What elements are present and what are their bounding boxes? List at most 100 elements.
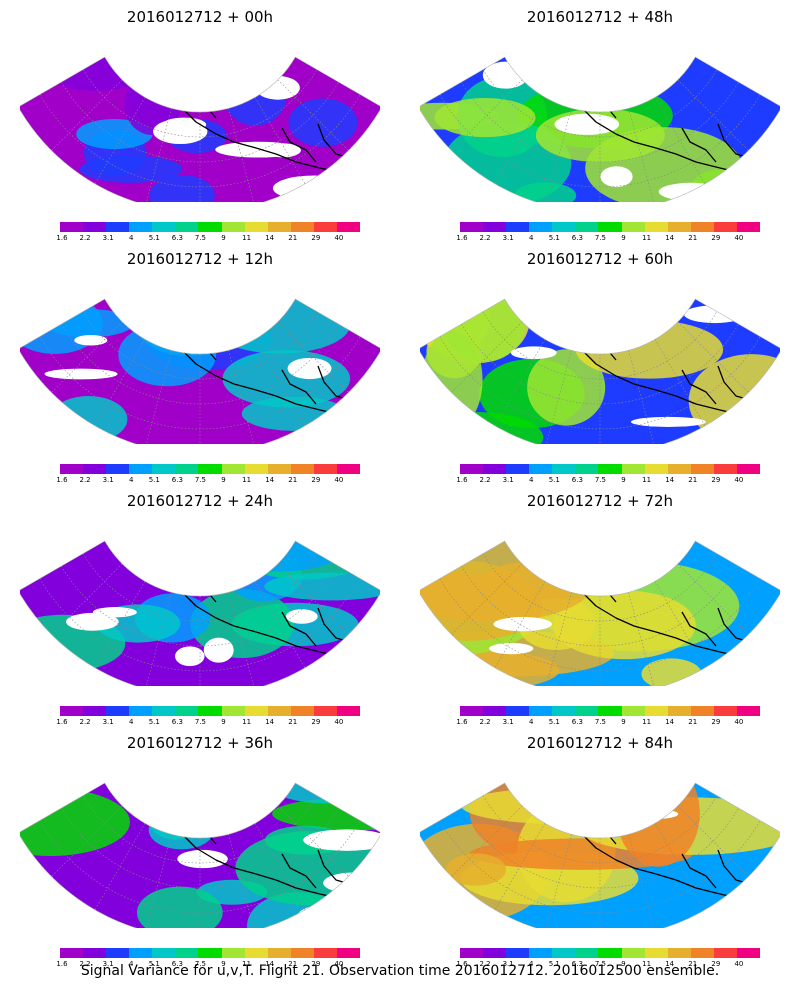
colorbar-swatch: [598, 948, 622, 958]
colorbar-tick-label: 5.1: [548, 476, 560, 484]
colorbar-swatch: [552, 222, 576, 232]
colorbar-swatch: [198, 464, 222, 474]
colorbar-swatch: [198, 222, 222, 232]
colorbar-tick-label: 11: [242, 234, 252, 242]
colorbar-swatch: [83, 948, 107, 958]
variance-blob: [446, 853, 507, 886]
colorbar-swatch: [621, 222, 645, 232]
colorbar-tick-label: 9: [621, 960, 626, 968]
colorbar-tick-label: 4: [528, 718, 534, 726]
colorbar-tick-label: 2.2: [479, 234, 491, 242]
colorbar-tick-label: 2.2: [479, 476, 491, 484]
forecast-map: [420, 540, 780, 686]
variance-blob: [616, 783, 700, 867]
variance-blob: [147, 796, 205, 840]
forecast-map: [420, 782, 780, 928]
colorbar-swatch: [244, 948, 268, 958]
colorbar-tick-label: 14: [665, 960, 675, 968]
colorbar: [60, 222, 361, 232]
colorbar-swatch: [336, 948, 361, 958]
colorbar-swatch: [552, 948, 576, 958]
colorbar-tick-label: 11: [642, 234, 652, 242]
colorbar-swatch: [129, 222, 153, 232]
colorbar-tick-label: 9: [621, 476, 626, 484]
variance-blob: [420, 57, 482, 76]
colorbar-labels: 1.6 2.2 3.1 4 5.1 6.3 7.5 9 11 14 21 29 40: [56, 234, 360, 244]
colorbar-tick-label: 1.6: [56, 476, 68, 484]
colorbar-tick-label: 3.1: [102, 476, 114, 484]
colorbar: [60, 948, 361, 958]
colorbar-swatch: [460, 706, 484, 716]
colorbar-tick-label: 2.2: [79, 718, 91, 726]
colorbar-tick-label: 7.5: [594, 718, 607, 726]
colorbar-tick-label: 3.1: [102, 718, 114, 726]
colorbar-tick-label: 40: [334, 234, 344, 242]
colorbar-swatch: [644, 222, 668, 232]
colorbar-swatch: [736, 948, 761, 958]
colorbar-tick-label: 1.6: [56, 718, 68, 726]
colorbar-labels: 1.6 2.2 3.1 4 5.1 6.3 7.5 9 11 14 21 29 40: [456, 960, 760, 970]
missing-area: [303, 829, 380, 851]
colorbar-swatch: [736, 706, 761, 716]
colorbar-tick-label: 29: [711, 476, 721, 484]
colorbar-tick-label: 21: [688, 960, 698, 968]
panel-title: 2016012712 + 00h: [126, 8, 274, 26]
variance-blob: [136, 886, 223, 928]
colorbar-tick-label: 7.5: [594, 476, 607, 484]
colorbar-tick-label: 11: [242, 960, 252, 968]
colorbar-tick-label: 4: [528, 476, 534, 484]
missing-area: [203, 637, 234, 663]
missing-area: [66, 612, 119, 631]
colorbar-labels: 1.6 2.2 3.1 4 5.1 6.3 7.5 9 11 14 21 29 40: [56, 718, 360, 728]
colorbar-tick-label: 9: [221, 960, 226, 968]
colorbar-tick-label: 5.1: [148, 234, 160, 242]
colorbar-swatch: [736, 464, 761, 474]
colorbar-tick-label: 2.2: [79, 476, 91, 484]
colorbar-tick-label: 9: [621, 718, 626, 726]
colorbar-tick-label: 6.3: [571, 718, 583, 726]
colorbar-tick-label: 5.1: [148, 960, 160, 968]
forecast-map: [420, 56, 780, 202]
colorbar-swatch: [598, 706, 622, 716]
colorbar-tick-label: 40: [734, 960, 744, 968]
variance-blob: [208, 299, 351, 354]
colorbar-swatch: [483, 464, 507, 474]
colorbar-swatch: [152, 222, 176, 232]
variance-blob: [49, 395, 128, 443]
colorbar-swatch: [483, 222, 507, 232]
forecast-map: [20, 540, 380, 686]
colorbar-swatch: [83, 464, 107, 474]
colorbar: [460, 222, 761, 232]
colorbar-tick-label: 21: [288, 476, 298, 484]
missing-area: [44, 368, 118, 380]
colorbar-swatch: [506, 706, 530, 716]
missing-area: [272, 175, 357, 201]
colorbar-swatch: [575, 948, 599, 958]
colorbar-swatch: [552, 464, 576, 474]
colorbar-tick-label: 7.5: [594, 960, 607, 968]
colorbar-tick-label: 5.1: [548, 960, 560, 968]
colorbar-tick-label: 2.2: [79, 234, 91, 242]
variance-blob: [20, 788, 130, 856]
colorbar-tick-label: 6.3: [571, 234, 583, 242]
colorbar-tick-label: 3.1: [502, 234, 514, 242]
missing-area: [285, 609, 318, 624]
missing-area: [168, 74, 200, 92]
panel-title: 2016012712 + 36h: [126, 734, 274, 752]
colorbar-labels: 1.6 2.2 3.1 4 5.1 6.3 7.5 9 11 14 21 29 40: [456, 476, 760, 486]
colorbar-tick-label: 6.3: [171, 718, 183, 726]
colorbar-tick-label: 6.3: [171, 960, 183, 968]
colorbar-tick-label: 40: [334, 476, 344, 484]
colorbar-swatch: [713, 706, 737, 716]
missing-area: [174, 646, 205, 667]
colorbar-swatch: [506, 464, 530, 474]
colorbar-swatch: [244, 222, 268, 232]
colorbar-swatch: [267, 464, 291, 474]
variance-blob: [288, 98, 358, 147]
colorbar-swatch: [60, 464, 84, 474]
colorbar-tick-label: 9: [221, 234, 226, 242]
colorbar-tick-label: 6.3: [571, 960, 583, 968]
colorbar-tick-label: 40: [734, 234, 744, 242]
variance-blob: [204, 541, 351, 572]
colorbar-tick-label: 9: [221, 476, 226, 484]
